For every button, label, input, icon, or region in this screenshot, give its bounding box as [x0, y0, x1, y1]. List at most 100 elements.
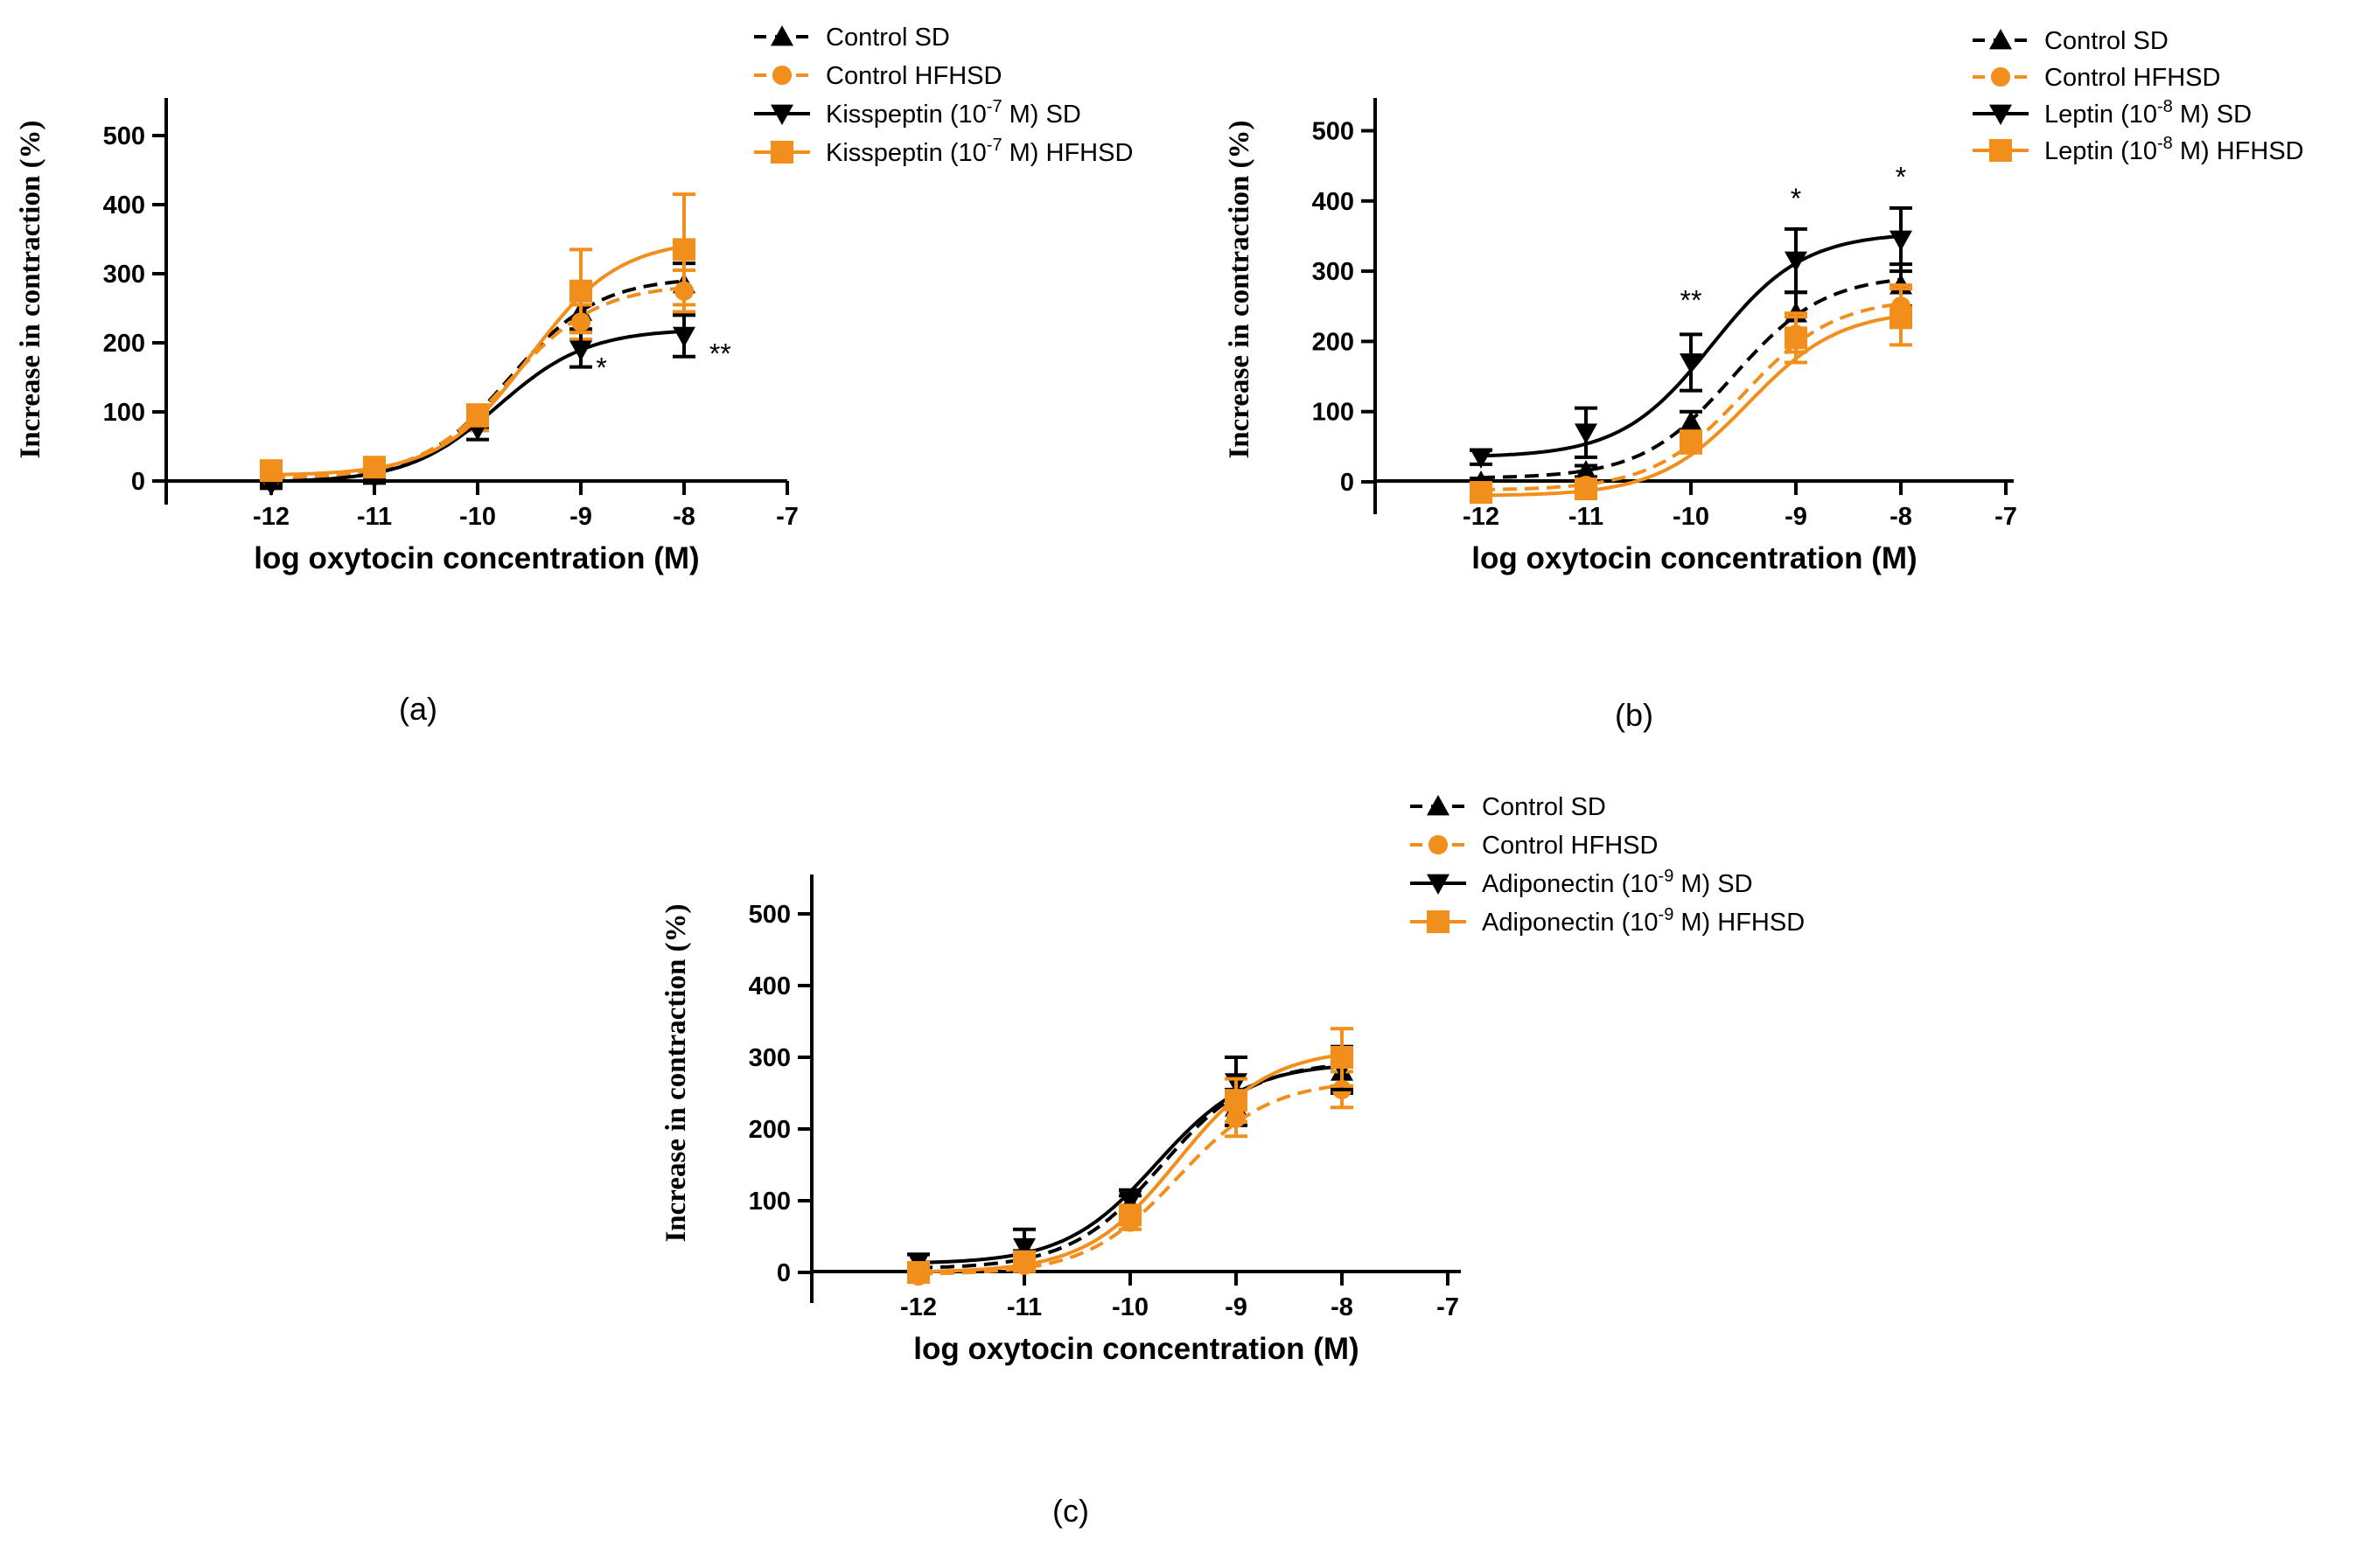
data-point: [1575, 459, 1597, 481]
legend-label-part: M) HFHSD: [2173, 137, 2304, 165]
data-point: [1889, 230, 1912, 251]
legend-marker: [1989, 104, 2012, 125]
data-point: [260, 459, 283, 483]
y-tick-label: 400: [1312, 188, 1354, 216]
legend-label-part: Leptin (10: [2044, 101, 2157, 129]
legend: Control SD Control HFHSD Kisspeptin (10-7 …: [754, 24, 1133, 167]
x-tick-label: -7: [1994, 503, 2017, 531]
legend-label: Leptin (10-8 M) SD: [2044, 97, 2252, 129]
series-4: [1470, 287, 1912, 505]
legend-label: Control SD: [1482, 793, 1606, 821]
data-point: [1225, 1089, 1247, 1112]
legend-marker: [772, 65, 793, 86]
legend-label-superscript: -9: [1659, 867, 1674, 886]
legend-label-part: M) HFHSD: [1002, 139, 1134, 167]
x-tick-label: -11: [357, 503, 392, 531]
legend-label-part: M) SD: [2173, 101, 2252, 129]
legend-label: Kisspeptin (10-7 M) SD: [826, 97, 1081, 129]
y-tick-label: 200: [103, 330, 145, 358]
y-tick-label: 200: [1312, 328, 1354, 356]
series-4: [260, 192, 695, 483]
series-fit-curve: [918, 1063, 1343, 1270]
significance-annotation: **: [709, 338, 731, 370]
x-axis-title: log oxytocin concentration (M): [1471, 541, 1917, 575]
legend-label-superscript: -7: [987, 136, 1002, 155]
data-point: [673, 238, 695, 261]
legend-label-part: M) HFHSD: [1673, 909, 1805, 937]
y-tick-label: 300: [103, 261, 145, 289]
legend-label-superscript: -9: [1659, 905, 1674, 924]
y-tick-label: 500: [103, 122, 145, 150]
legend-label: Adiponectin (10-9 M) HFHSD: [1482, 905, 1805, 937]
series-3: [1470, 206, 1912, 469]
data-point: [466, 403, 489, 427]
series-fit-curve: [918, 1084, 1343, 1276]
legend-label-part: Kisspeptin (10: [826, 139, 987, 167]
legend-label-part: Leptin (10: [2044, 137, 2157, 165]
x-tick-label: -9: [1225, 1293, 1247, 1321]
legend-marker: [1427, 795, 1449, 816]
y-tick-label: 0: [131, 468, 145, 496]
data-point: [907, 1261, 930, 1284]
series-fit-curve: [270, 279, 685, 482]
y-tick-label: 400: [103, 192, 145, 220]
data-point: [1119, 1191, 1142, 1212]
legend-marker: [771, 25, 793, 46]
legend-label: Control HFHSD: [2044, 64, 2220, 92]
series-1: [907, 1048, 1353, 1279]
series-3: [907, 1044, 1353, 1273]
data-point: [1680, 353, 1702, 374]
series-fit-curve: [270, 286, 685, 480]
series-2: [1470, 283, 1912, 503]
legend-label-part: Adiponectin (10: [1482, 870, 1659, 898]
legend-label-part: M) SD: [1673, 870, 1752, 898]
data-point: [1575, 477, 1597, 501]
legend-marker: [1989, 139, 2012, 162]
legend-label: Adiponectin (10-9 M) SD: [1482, 867, 1753, 898]
y-axis-title: Increase in contraction (%): [660, 903, 692, 1242]
data-point: [569, 279, 592, 303]
legend-label-part: M) SD: [1002, 101, 1081, 129]
panel-label: (c): [1052, 1493, 1089, 1529]
panel-label: (a): [399, 691, 437, 727]
series-4: [907, 1027, 1353, 1284]
legend-label: Kisspeptin (10-7 M) HFHSD: [826, 136, 1133, 167]
legend-label: Leptin (10-8 M) HFHSD: [2044, 134, 2304, 165]
series-fit-curve: [918, 1053, 1343, 1274]
x-tick-label: -12: [253, 503, 290, 531]
legend-marker: [771, 141, 793, 164]
data-point: [569, 340, 592, 361]
x-tick-label: -7: [1436, 1293, 1459, 1321]
x-tick-label: -8: [1889, 503, 1912, 531]
data-point: [1889, 305, 1912, 329]
legend-label: Control HFHSD: [826, 62, 1002, 90]
significance-annotation: *: [1791, 183, 1801, 214]
panel-label: (b): [1615, 697, 1653, 733]
y-tick-label: 400: [749, 972, 791, 1000]
data-point: [1119, 1203, 1142, 1227]
legend-marker: [1989, 29, 2012, 50]
y-axis-title: Increase in contraction (%): [15, 120, 46, 458]
significance-annotation: **: [1680, 284, 1702, 316]
data-point: [1470, 448, 1492, 469]
significance-annotation: *: [596, 352, 606, 384]
data-point: [1785, 326, 1807, 350]
x-tick-label: -10: [1673, 503, 1709, 531]
y-tick-label: 300: [1312, 258, 1354, 286]
legend-marker: [1990, 66, 2011, 87]
y-tick-label: 100: [103, 399, 145, 427]
legend-label-part: Adiponectin (10: [1482, 909, 1659, 937]
legend-label-superscript: -8: [2157, 97, 2173, 116]
data-point: [1331, 1046, 1353, 1069]
y-tick-label: 500: [749, 901, 791, 929]
data-point: [1470, 481, 1492, 505]
legend-label: Control HFHSD: [1482, 832, 1658, 860]
data-point: [1680, 431, 1702, 455]
legend-label-part: Kisspeptin (10: [826, 101, 987, 129]
legend-label: Control SD: [2044, 27, 2169, 55]
y-axis-title: Increase in contraction (%): [1224, 120, 1255, 458]
legend-marker: [1427, 910, 1449, 933]
x-tick-label: -10: [1112, 1293, 1149, 1321]
x-tick-label: -8: [1331, 1293, 1353, 1321]
